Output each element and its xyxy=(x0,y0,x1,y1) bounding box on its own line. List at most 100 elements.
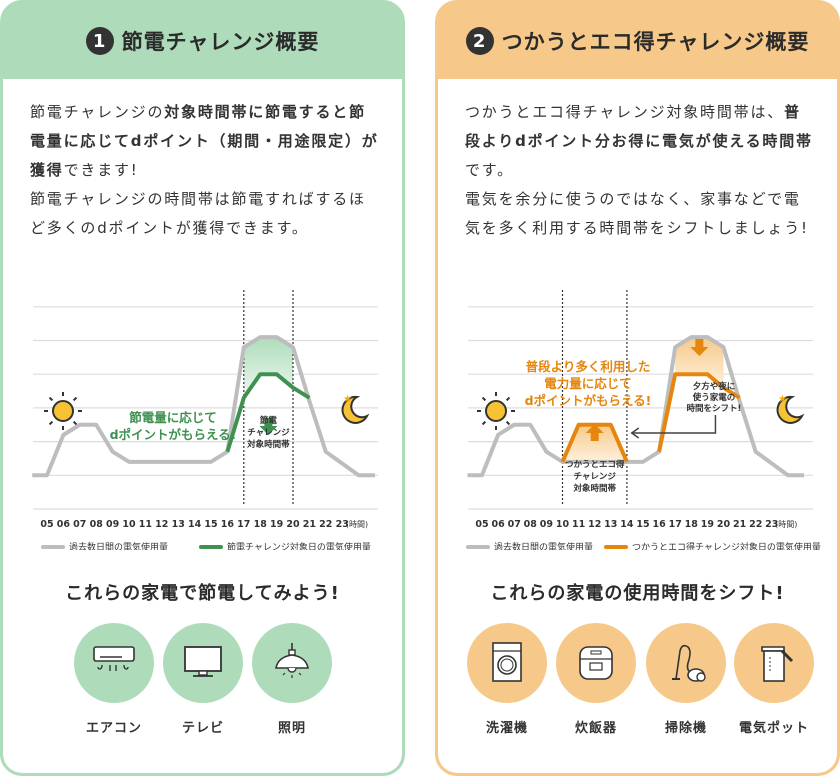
x-tick-label: 23 xyxy=(336,519,349,530)
card-header: 1 節電チャレンジ概要 xyxy=(3,3,402,79)
electric-pot-icon xyxy=(761,646,794,682)
x-tick-label: 09 xyxy=(540,519,553,530)
savings-area xyxy=(243,337,293,398)
x-tick-label: 13 xyxy=(604,519,617,530)
appliance-label: 照明 xyxy=(277,721,306,736)
period-label: チャレンジ xyxy=(247,428,290,438)
x-tick-label: 21 xyxy=(303,519,316,530)
x-tick-label: 21 xyxy=(733,519,746,530)
sun-ray xyxy=(505,420,511,426)
appliance-circle xyxy=(467,623,547,703)
period-label: つかうとエコ得 xyxy=(565,459,625,470)
x-tick-label: 06 xyxy=(57,519,71,530)
appliance-item: 洗濯機 xyxy=(467,623,547,736)
appliance-circle xyxy=(556,623,636,703)
callout-text: 節電量に応じて xyxy=(129,410,217,425)
x-tick-label: 13 xyxy=(172,519,185,530)
appliance-circle xyxy=(646,623,726,703)
x-tick-label: 08 xyxy=(90,519,104,530)
x-tick-label: 09 xyxy=(106,519,119,530)
x-tick-label: 18 xyxy=(254,519,268,530)
x-tick-label: 17 xyxy=(237,519,250,530)
desc-text: 節電チャレンジの xyxy=(30,103,165,121)
lamp-icon xyxy=(275,643,309,678)
rice-cooker-icon xyxy=(579,646,613,680)
x-tick-label: 18 xyxy=(685,519,699,530)
shift-note: 時間をシフト! xyxy=(687,403,742,414)
appliance-item: 照明 xyxy=(252,623,332,736)
challenge-usage-line xyxy=(657,372,741,453)
challenge-usage-line xyxy=(225,372,311,453)
appliance-item: 電気ポット xyxy=(734,623,814,736)
tv-icon xyxy=(184,646,222,677)
appliance-label: 掃除機 xyxy=(664,721,707,736)
shift-note: 夕方や夜に xyxy=(693,381,736,392)
appliance-item: 炊飯器 xyxy=(556,623,636,736)
past-usage-line xyxy=(467,335,804,478)
card-body: つかうとエコ得チャレンジ対象時間帯は、普段よりdポイント分お得に電気が使える時間… xyxy=(438,79,837,773)
down-arrow-icon xyxy=(690,339,709,356)
eco-challenge-card: 2 つかうとエコ得チャレンジ概要 つかうとエコ得チャレンジ対象時間帯は、普段よりd… xyxy=(435,0,840,776)
x-unit-label: (時間) xyxy=(775,520,797,529)
period-label: 対象時間帯 xyxy=(572,483,616,494)
air-conditioner-icon xyxy=(93,646,135,671)
period-label: チャレンジ xyxy=(573,472,616,482)
x-tick-label: 11 xyxy=(139,519,152,530)
x-tick-label: 14 xyxy=(188,519,202,530)
savings-area xyxy=(562,424,627,462)
star-icon: ★ xyxy=(343,394,352,405)
appliance-label: エアコン xyxy=(85,721,142,736)
sun-ray xyxy=(481,420,487,426)
sun-ray xyxy=(48,420,54,426)
x-tick-label: 05 xyxy=(40,519,53,530)
x-tick-label: 07 xyxy=(508,519,521,530)
appliance-label: 電気ポット xyxy=(738,721,809,736)
moon-icon xyxy=(341,395,370,424)
x-tick-label: 15 xyxy=(204,519,217,530)
up-arrow-icon xyxy=(585,424,604,441)
setsuden-challenge-card: 1 節電チャレンジ概要 節電チャレンジの対象時間帯に節電すると節電量に応じてdポイ… xyxy=(0,0,405,776)
appliance-item: エアコン xyxy=(74,623,154,736)
callout-text: dポイントがもらえる! xyxy=(110,427,237,442)
x-tick-label: 16 xyxy=(221,519,235,530)
x-tick-label: 12 xyxy=(588,519,601,530)
callout-text: 普段より多く利用した xyxy=(526,359,651,374)
appliance-label: 炊飯器 xyxy=(574,721,617,736)
legend-label: つかうとエコ得チャレンジ対象日の電気使用量 xyxy=(632,541,821,550)
desc-bold: 普段よりdポイント分お得に電気が使える時間帯 xyxy=(465,103,813,150)
appliance-circle xyxy=(74,623,154,703)
sun-ray xyxy=(481,396,487,402)
step-number-badge: 2 xyxy=(465,27,494,55)
appliance-label: テレビ xyxy=(181,721,224,736)
appliance-circle xyxy=(163,623,243,703)
moon-icon xyxy=(776,395,805,424)
desc-text: 節電チャレンジの時間帯は節電すればするほど多くのdポイントが獲得できます。 xyxy=(30,190,366,237)
desc-text: つかうとエコ得チャレンジ対象時間帯は、 xyxy=(465,103,785,121)
legend-label: 節電チャレンジ対象日の電気使用量 xyxy=(227,541,371,550)
x-tick-label: 08 xyxy=(524,519,538,530)
desc-text: できます! xyxy=(63,161,139,179)
x-tick-label: 19 xyxy=(701,519,714,530)
card-body: 節電チャレンジの対象時間帯に節電すると節電量に応じてdポイント（期間・用途限定）… xyxy=(3,79,402,773)
desc-text: 電気を余分に使うのではなく、家事などで電気を多く利用する時間帯をシフトしましょう… xyxy=(465,190,809,237)
usage-chart: 05 06 07 08 09 10 11 12 13 14 15 16 17 18 19 20 21 22 23(時… xyxy=(32,290,378,550)
star-icon: ★ xyxy=(778,394,787,405)
down-arrow-icon xyxy=(259,418,278,435)
x-tick-label: 20 xyxy=(286,519,300,530)
appliance-circle xyxy=(734,623,814,703)
washing-machine-icon xyxy=(492,642,522,682)
sun-icon xyxy=(52,400,74,422)
legend-label: 過去数日間の電気使用量 xyxy=(69,541,168,550)
appliance-item: テレビ xyxy=(163,623,243,736)
legend-label: 過去数日間の電気使用量 xyxy=(494,541,593,550)
sun-ray xyxy=(505,396,511,402)
x-tick-label: 17 xyxy=(669,519,682,530)
x-tick-label: 11 xyxy=(572,519,585,530)
step-number-badge: 1 xyxy=(85,27,114,55)
x-tick-label: 15 xyxy=(636,519,649,530)
shift-arrow-head xyxy=(630,427,640,439)
description: つかうとエコ得チャレンジ対象時間帯は、普段よりdポイント分お得に電気が使える時間… xyxy=(465,98,817,243)
desc-text: です。 xyxy=(465,161,514,179)
past-usage-line xyxy=(32,335,375,478)
usage-chart: 05 06 07 08 09 10 11 12 13 14 15 16 17 18 19 20 21 22 23(時… xyxy=(466,290,821,550)
